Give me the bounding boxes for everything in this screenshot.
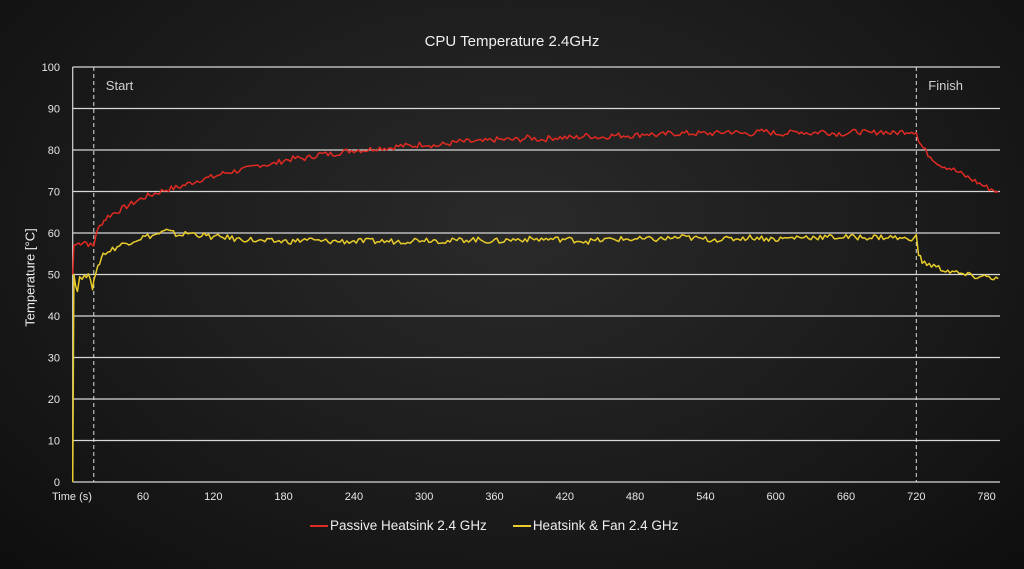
x-axis-label: Time (s) — [52, 491, 92, 503]
y-tick-label: 30 — [48, 353, 60, 365]
x-tick-label: 420 — [556, 491, 574, 503]
y-tick-label: 80 — [48, 145, 60, 157]
y-tick-label: 10 — [48, 436, 60, 448]
x-tick-label: 480 — [626, 491, 644, 503]
y-tick-label: 40 — [48, 311, 60, 323]
series-line-1 — [71, 228, 999, 483]
x-tick-label: 540 — [696, 491, 714, 503]
legend-item-passive: Passive Heatsink 2.4 GHz — [310, 518, 487, 533]
x-tick-label: 360 — [485, 491, 503, 503]
chart-title: CPU Temperature 2.4GHz — [424, 33, 600, 50]
x-tick-label: 600 — [767, 491, 785, 503]
y-tick-label: 20 — [48, 394, 60, 406]
marker-label-finish: Finish — [928, 78, 963, 93]
y-tick-label: 100 — [42, 62, 60, 74]
legend: Passive Heatsink 2.4 GHz Heatsink & Fan … — [310, 518, 678, 533]
legend-label-passive: Passive Heatsink 2.4 GHz — [330, 518, 487, 533]
legend-swatch-passive — [310, 525, 328, 528]
legend-label-fan: Heatsink & Fan 2.4 GHz — [532, 518, 679, 533]
x-tick-label: 240 — [345, 491, 363, 503]
y-tick-label: 70 — [48, 187, 60, 199]
x-tick-label: 720 — [907, 491, 925, 503]
y-tick-label: 90 — [48, 104, 60, 116]
y-tick-label: 60 — [48, 228, 60, 240]
x-tick-label: 60 — [137, 491, 149, 503]
legend-swatch-fan — [512, 525, 531, 528]
x-tick-label: 660 — [837, 491, 855, 503]
x-tick-label: 120 — [204, 491, 222, 503]
x-tick-label: 300 — [415, 491, 433, 503]
x-tick-label: 780 — [977, 491, 995, 503]
x-tick-label: 180 — [274, 491, 292, 503]
y-tick-label: 50 — [48, 270, 60, 282]
series-line-0 — [71, 128, 999, 275]
y-tick-label: 0 — [54, 477, 60, 489]
legend-item-fan: Heatsink & Fan 2.4 GHz — [512, 518, 679, 533]
marker-label-start: Start — [106, 78, 134, 93]
